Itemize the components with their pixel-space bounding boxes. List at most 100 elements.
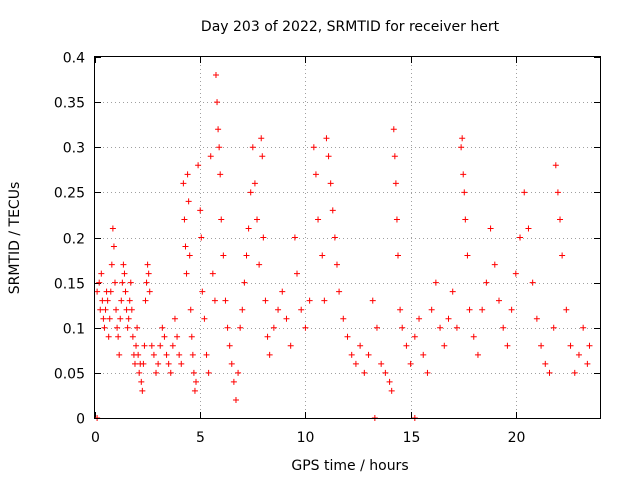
data-point [538,342,545,349]
data-point [259,153,266,160]
data-point [315,216,322,223]
data-point [559,252,566,259]
data-point [262,297,269,304]
data-point [365,351,372,358]
data-point [143,279,150,286]
data-point [403,342,410,349]
data-point [131,360,138,367]
data-point [361,369,368,376]
data-point [331,234,338,241]
data-point [251,180,258,187]
data-point [575,351,582,358]
data-point [215,126,222,133]
data-point [298,306,305,313]
data-point [373,324,380,331]
data-point [327,180,334,187]
data-point [191,387,198,394]
data-point [209,270,216,277]
data-point [554,189,561,196]
data-point [188,333,195,340]
data-point [119,279,126,286]
data-point [388,387,395,394]
data-point [115,333,122,340]
data-point [146,288,153,295]
data-point [216,144,223,151]
data-point [205,369,212,376]
data-point [180,180,187,187]
data-point [580,324,587,331]
data-point [525,225,532,232]
data-point [129,333,136,340]
plot-frame [94,56,601,419]
data-point [352,360,359,367]
x-tick-label: 15 [403,430,421,446]
data-point [357,342,364,349]
data-point [441,342,448,349]
data-point [165,360,172,367]
data-point [178,360,185,367]
data-point [199,288,206,295]
data-point [378,360,385,367]
data-point [123,306,130,313]
data-point [190,369,197,376]
data-point [512,270,519,277]
data-point [470,333,477,340]
data-point [230,378,237,385]
data-point [183,270,190,277]
data-point [254,216,261,223]
data-point [222,297,229,304]
data-point [106,315,113,322]
data-point [120,261,127,268]
data-point [186,252,193,259]
data-point [169,342,176,349]
data-point [148,342,155,349]
data-point [348,351,355,358]
data-point [150,351,157,358]
data-point [203,351,210,358]
data-point [386,378,393,385]
data-point [260,234,267,241]
data-point [586,342,593,349]
data-point [302,324,309,331]
data-point [102,306,109,313]
data-point [437,324,444,331]
data-point [207,153,214,160]
data-point [155,360,162,367]
data-point [135,351,142,358]
grid [95,57,600,418]
data-point [550,324,557,331]
data-point [542,360,549,367]
data-point [411,333,418,340]
data-point [491,261,498,268]
data-point [432,279,439,286]
data-point [390,126,397,133]
data-point [181,216,188,223]
data-point [211,297,218,304]
data-point [462,216,469,223]
data-point [245,225,252,232]
data-point [294,270,300,277]
y-tick-label: 0.1 [63,322,85,338]
data-point [197,207,204,214]
data-point [312,171,319,178]
data-point [395,252,401,259]
data-point [107,288,114,295]
data-point [369,297,376,304]
data-point [134,324,141,331]
data-point [464,252,471,259]
data-point [291,234,298,241]
data-point [275,306,282,313]
data-point [201,315,208,322]
data-point [264,333,271,340]
data-point [113,306,120,313]
data-point [584,360,591,367]
data-point [193,378,199,385]
x-tick-label: 10 [297,430,315,446]
x-tick-label: 20 [508,430,526,446]
data-point [416,315,423,322]
data-point [393,216,400,223]
data-point [114,324,121,331]
data-point [235,369,242,376]
data-point [94,288,101,295]
data-point [445,315,452,322]
